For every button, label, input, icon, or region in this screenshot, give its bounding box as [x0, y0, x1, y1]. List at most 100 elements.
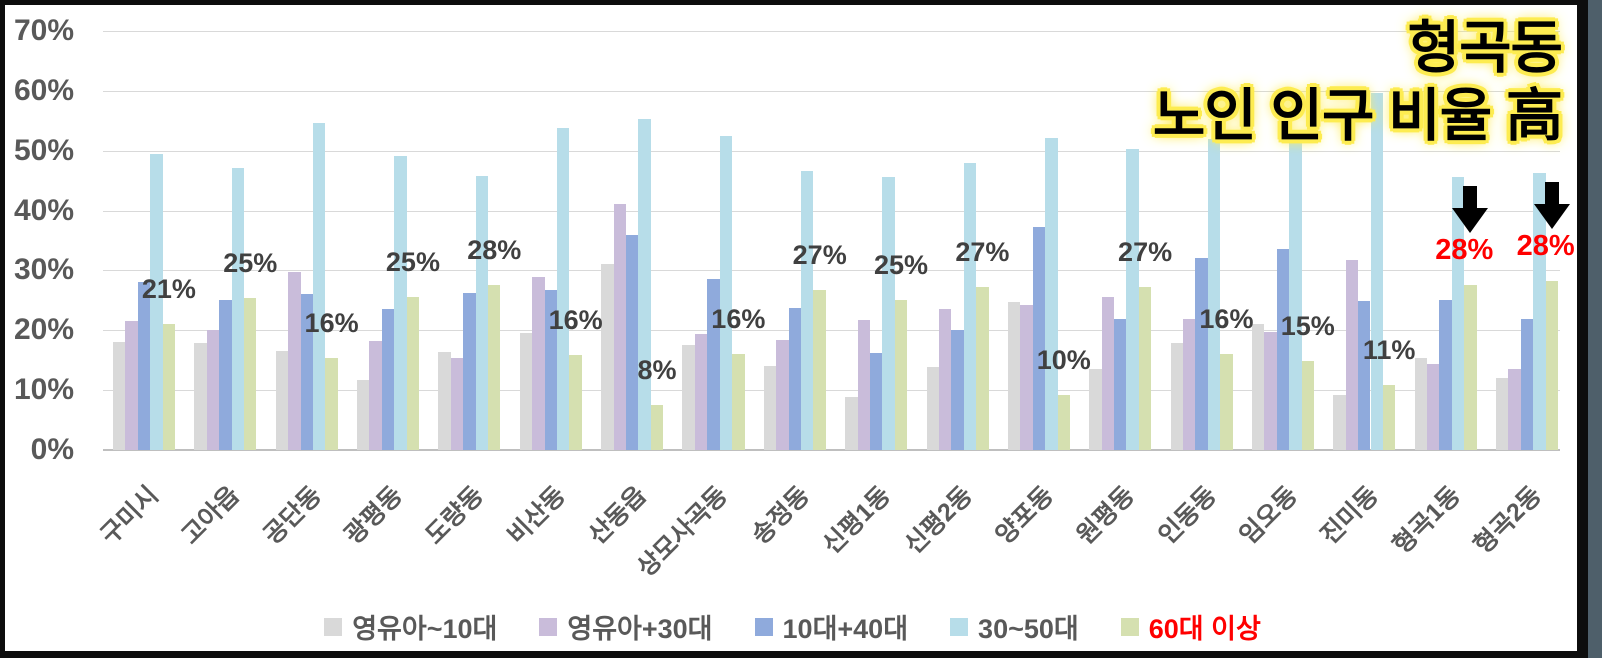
bar-신평2동-10대+40대 — [951, 330, 964, 450]
bar-형곡1동-60대 이상 — [1464, 285, 1477, 450]
data-label-공단동: 16% — [304, 308, 359, 339]
bar-송정동-10대+40대 — [788, 307, 802, 450]
bar-진미동-영유아~10대 — [1333, 394, 1346, 450]
highlight-annotation: 형곡동 노인 인구 비율 高 — [1153, 14, 1563, 151]
bar-도량동-영유아~10대 — [438, 351, 451, 450]
data-label-비산동: 16% — [548, 305, 603, 336]
bar-구미시-10대+40대 — [137, 282, 151, 450]
legend-swatch-icon — [950, 617, 969, 636]
bar-구미시-30~50대 — [150, 153, 163, 450]
legend-label: 영유아~10대 — [352, 614, 498, 644]
bar-형곡1동-30~50대 — [1451, 177, 1465, 450]
bar-임오동-영유아+30대 — [1264, 332, 1277, 450]
bar-광평동-60대 이상 — [406, 296, 420, 450]
data-label-상모사곡동: 16% — [711, 304, 766, 335]
bar-인동동-영유아+30대 — [1182, 318, 1196, 450]
gridline-10% — [103, 390, 1560, 392]
bar-신평2동-영유아~10대 — [926, 366, 939, 450]
bar-진미동-10대+40대 — [1358, 300, 1371, 450]
data-label-산동읍: 8% — [637, 355, 677, 386]
bar-신평2동-60대 이상 — [976, 287, 989, 450]
data-label-형곡1동: 28% — [1435, 234, 1494, 267]
bar-인동동-10대+40대 — [1195, 257, 1208, 450]
bar-송정동-60대 이상 — [813, 290, 826, 450]
bar-도량동-60대 이상 — [488, 284, 501, 450]
legend-swatch-icon — [539, 617, 558, 636]
data-label-신평1동: 25% — [874, 250, 929, 281]
bar-산동읍-10대+40대 — [625, 235, 639, 450]
data-label-구미시: 21% — [141, 274, 196, 305]
bar-광평동-10대+40대 — [381, 308, 395, 450]
data-label-도량동: 28% — [467, 234, 522, 265]
bar-형곡2동-영유아~10대 — [1495, 377, 1509, 450]
legend-label: 60대 이상 — [1148, 614, 1261, 644]
bar-원평동-60대 이상 — [1138, 286, 1152, 450]
data-label-고아읍: 25% — [223, 247, 278, 278]
bar-형곡1동-영유아+30대 — [1427, 364, 1440, 450]
bar-진미동-60대 이상 — [1382, 385, 1396, 450]
data-label-원평동: 27% — [1118, 236, 1173, 267]
bar-원평동-영유아~10대 — [1089, 368, 1102, 450]
legend-label: 30~50대 — [978, 614, 1079, 644]
legend-item-영유아~10대: 영유아~10대 — [324, 607, 497, 646]
x-axis-line — [103, 449, 1560, 451]
bar-광평동-30~50대 — [394, 155, 407, 450]
bar-송정동-영유아+30대 — [776, 339, 789, 450]
bar-임오동-30~50대 — [1289, 133, 1302, 450]
bar-원평동-30~50대 — [1126, 148, 1139, 450]
gridline-70% — [103, 31, 1560, 33]
bar-산동읍-영유아~10대 — [601, 264, 614, 450]
bar-신평1동-30~50대 — [882, 177, 895, 450]
side-background-strip — [1588, 0, 1602, 658]
bar-임오동-영유아~10대 — [1251, 323, 1265, 450]
bar-형곡2동-10대+40대 — [1520, 318, 1534, 450]
bar-형곡2동-30~50대 — [1533, 172, 1546, 450]
bar-도량동-10대+40대 — [463, 293, 476, 450]
legend-item-30~50대: 30~50대 — [950, 607, 1079, 646]
bar-공단동-60대 이상 — [325, 358, 338, 450]
data-label-송정동: 27% — [792, 240, 847, 271]
legend-swatch-icon — [324, 617, 343, 636]
bar-형곡1동-10대+40대 — [1439, 299, 1452, 450]
bar-진미동-30~50대 — [1370, 92, 1383, 450]
bar-공단동-30~50대 — [312, 122, 326, 450]
y-tick-label: 30% — [13, 253, 74, 287]
bar-공단동-영유아~10대 — [275, 351, 289, 450]
bar-도량동-영유아+30대 — [450, 357, 464, 450]
bar-고아읍-영유아~10대 — [194, 343, 207, 450]
bar-고아읍-30~50대 — [231, 167, 245, 450]
bar-고아읍-10대+40대 — [219, 300, 232, 450]
data-label-임오동: 15% — [1280, 311, 1335, 342]
bar-비산동-60대 이상 — [569, 355, 582, 450]
bar-신평2동-30~50대 — [963, 163, 977, 450]
data-label-양포동: 10% — [1036, 344, 1091, 375]
bar-임오동-60대 이상 — [1301, 361, 1314, 450]
frame-border-top — [0, 0, 1589, 5]
bar-비산동-영유아+30대 — [532, 277, 545, 450]
bar-산동읍-30~50대 — [638, 119, 651, 450]
y-tick-label: 20% — [13, 313, 74, 347]
annotation-line-1: 형곡동 — [1407, 16, 1563, 80]
legend-swatch-icon — [1120, 617, 1139, 636]
bar-비산동-영유아~10대 — [519, 332, 533, 450]
bar-신평1동-60대 이상 — [894, 300, 908, 450]
y-tick-label: 70% — [13, 14, 74, 48]
gridline-30% — [103, 270, 1560, 272]
data-label-신평2동: 27% — [955, 237, 1010, 268]
bar-신평2동-영유아+30대 — [938, 308, 952, 450]
bar-양포동-10대+40대 — [1032, 227, 1046, 450]
data-label-형곡2동: 28% — [1516, 230, 1575, 263]
frame-border-right — [1577, 0, 1589, 658]
bar-도량동-30~50대 — [475, 176, 489, 450]
legend-swatch-icon — [754, 617, 773, 636]
bar-신평1동-10대+40대 — [869, 353, 883, 450]
frame-border-left — [0, 0, 5, 658]
bar-임오동-10대+40대 — [1276, 248, 1290, 450]
gridline-60% — [103, 90, 1560, 92]
chart-legend: 영유아~10대 영유아+30대 10대+40대 30~50대 60대 이상 — [0, 607, 1585, 646]
bar-상모사곡동-60대 이상 — [732, 354, 745, 450]
bar-양포동-영유아+30대 — [1020, 304, 1033, 450]
bar-양포동-30~50대 — [1045, 138, 1058, 450]
